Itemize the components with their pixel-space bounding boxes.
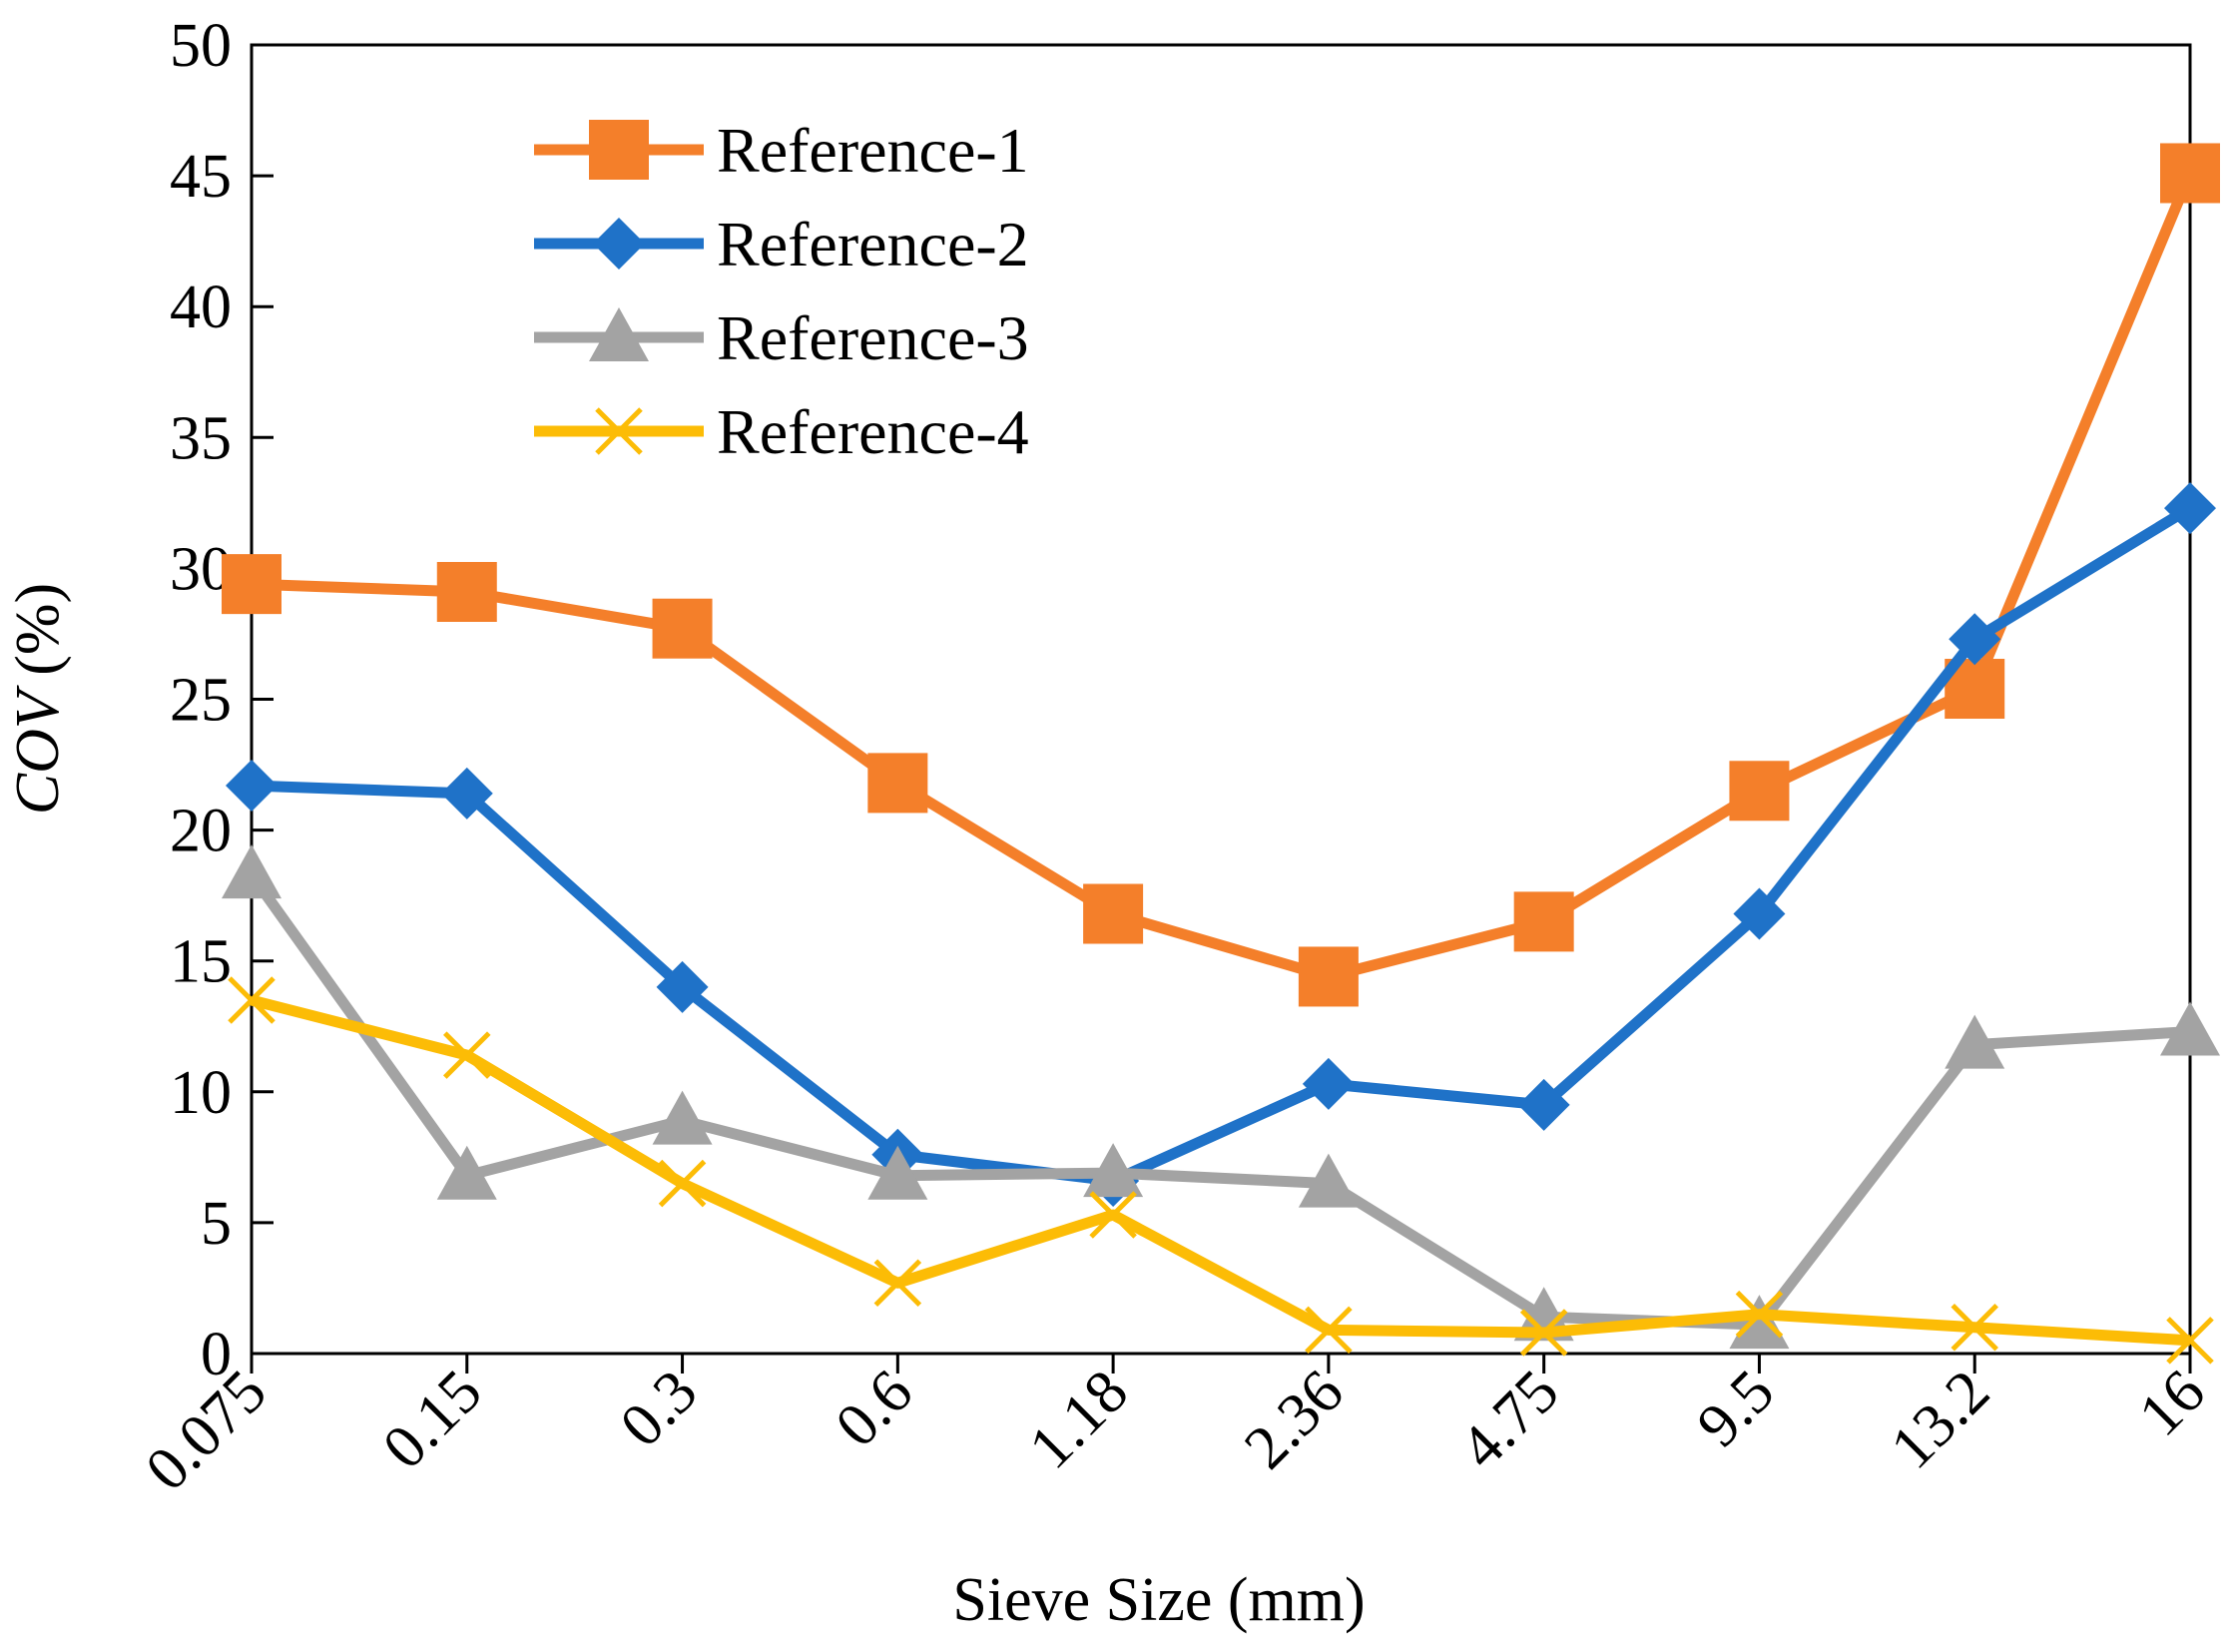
legend-marker	[595, 407, 643, 455]
y-tick-label: 20	[170, 798, 232, 865]
legend-label: Reference-4	[717, 396, 1029, 467]
data-point	[1517, 1078, 1570, 1131]
x-tick-label: 16	[2126, 1358, 2218, 1449]
data-point	[228, 976, 276, 1024]
data-point	[436, 1145, 497, 1200]
data-point	[1729, 1295, 1790, 1350]
data-point	[222, 844, 281, 899]
data-point	[226, 760, 278, 813]
data-point	[1735, 1290, 1784, 1339]
x-tick-label: 9.5	[1684, 1358, 1787, 1460]
legend-marker	[593, 218, 645, 270]
x-tick-label: 0.6	[823, 1358, 925, 1460]
series-line	[247, 870, 2191, 1331]
x-tick-label: 2.36	[1232, 1358, 1357, 1482]
series-line	[251, 503, 2193, 1187]
data-point	[1305, 1306, 1353, 1355]
x-axis-title: Sieve Size (mm)	[952, 1566, 1365, 1634]
y-axis-title: COV (%)	[4, 583, 72, 815]
data-point	[652, 1090, 713, 1145]
legend-marker	[589, 307, 649, 361]
y-tick-label: 35	[170, 404, 232, 472]
legend: Reference-1 Reference-2 Reference-3 Referen…	[534, 115, 1029, 467]
legend-item: Reference-4	[534, 396, 1029, 467]
y-axis: 0 5 10 15 20 25 30 35 40 45 50	[170, 12, 274, 1388]
y-tick-label: 45	[170, 143, 232, 211]
legend-label: Reference-2	[717, 209, 1029, 279]
data-point	[867, 1145, 928, 1200]
series-layer	[222, 143, 2220, 1365]
y-axis-title-unit: (%)	[4, 583, 72, 691]
y-tick-label: 10	[170, 1059, 232, 1127]
data-point	[1733, 887, 1786, 940]
data-point	[436, 561, 497, 622]
legend-item: Reference-3	[534, 302, 1029, 373]
y-tick-label: 0	[201, 1321, 232, 1388]
data-point	[2166, 1317, 2214, 1365]
y-tick-label: 5	[201, 1190, 232, 1258]
data-point	[2160, 1001, 2220, 1056]
y-tick-label: 15	[170, 928, 232, 996]
data-point	[440, 767, 493, 820]
series-line	[250, 994, 2191, 1347]
data-point	[1945, 1014, 2005, 1069]
data-point	[1089, 1191, 1137, 1239]
y-tick-label: 30	[170, 535, 232, 603]
data-point	[443, 1031, 491, 1079]
data-point	[1729, 761, 1790, 822]
y-tick-label: 40	[170, 274, 232, 341]
series-4	[228, 976, 2214, 1365]
data-point	[658, 1159, 707, 1208]
x-tick-label: 13.2	[1878, 1358, 2002, 1482]
data-point	[1083, 883, 1144, 944]
data-point	[1951, 1304, 1998, 1352]
legend-item: Reference-1	[534, 115, 1029, 186]
x-tick-label: 1.18	[1016, 1358, 1141, 1482]
y-axis-title-italic: COV	[4, 685, 72, 815]
series-line	[251, 171, 2196, 982]
legend-label: Reference-3	[717, 302, 1029, 373]
data-point	[222, 554, 281, 615]
data-point	[867, 753, 928, 814]
x-tick-label: 4.75	[1447, 1358, 1572, 1482]
data-point	[652, 598, 713, 659]
data-point	[1949, 613, 2001, 666]
data-point	[1083, 1143, 1144, 1198]
data-point	[1513, 891, 1574, 952]
series-2	[226, 482, 2216, 1207]
data-point	[1519, 1309, 1568, 1357]
legend-label: Reference-1	[717, 115, 1029, 186]
data-point	[1302, 1057, 1355, 1110]
legend-marker	[589, 120, 649, 180]
data-point	[1298, 1153, 1359, 1208]
legend-item: Reference-2	[534, 209, 1029, 279]
data-point	[656, 960, 709, 1013]
data-point	[2164, 482, 2216, 535]
data-point	[1298, 946, 1359, 1007]
x-tick-label: 0.3	[608, 1358, 711, 1460]
series-1	[222, 143, 2220, 1007]
x-axis: 0.075 0.15 0.3 0.6 1.18 2.36 4.75 9.5 13.2 16	[133, 1354, 2218, 1504]
y-tick-label: 25	[170, 667, 232, 735]
data-point	[873, 1259, 922, 1307]
data-point	[2160, 143, 2220, 204]
x-tick-label: 0.15	[370, 1358, 495, 1482]
y-tick-label: 50	[170, 12, 232, 80]
